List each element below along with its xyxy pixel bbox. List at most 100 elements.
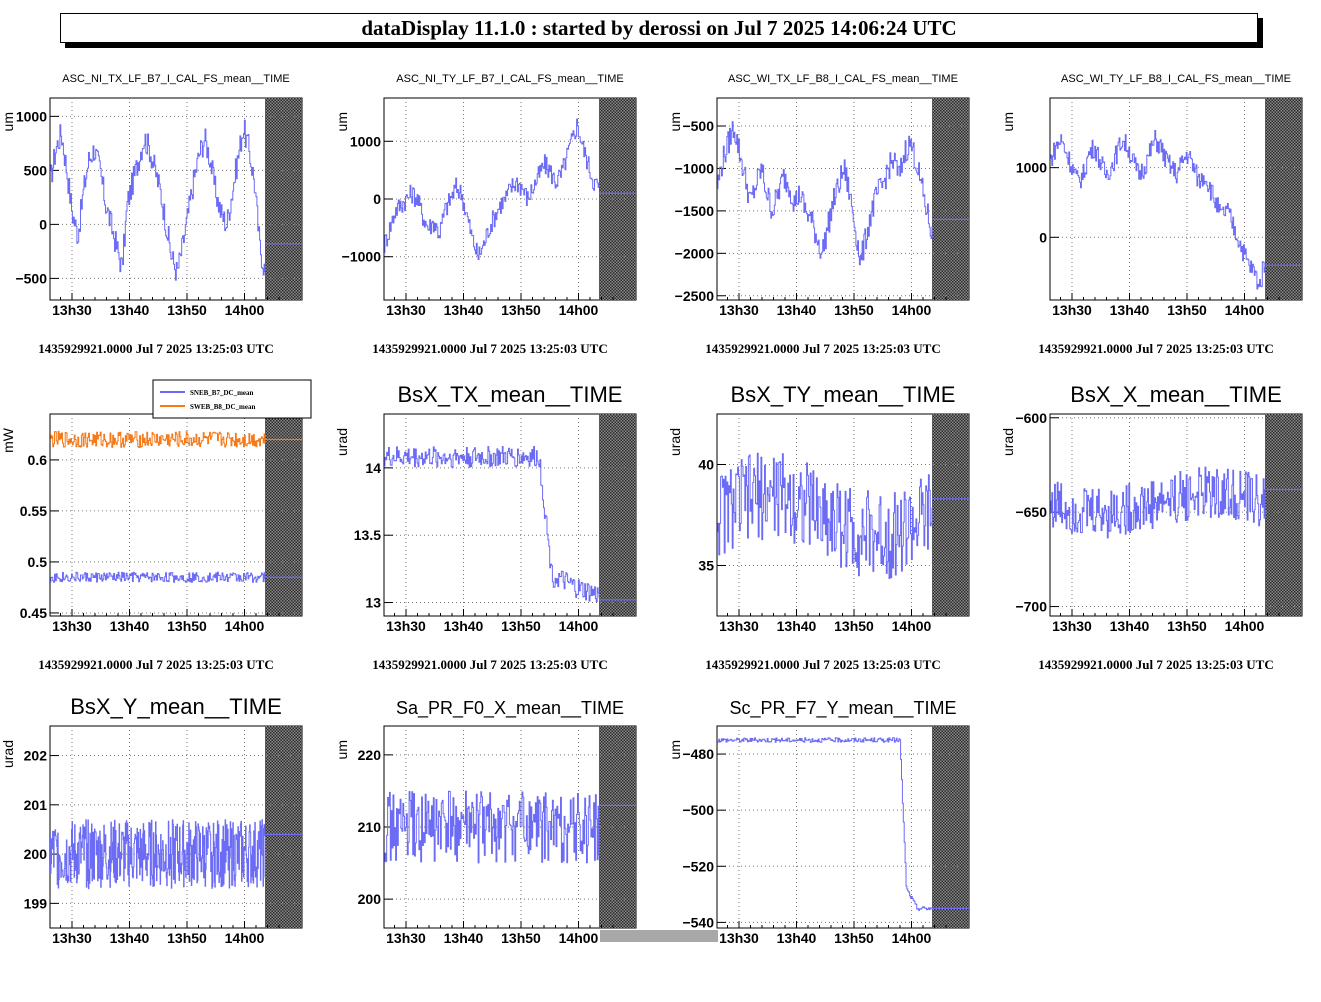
chart-3: ASC_WI_TX_LF_B8_I_CAL_FS_mean__TIME 13h30… xyxy=(667,73,970,356)
x-tick-label: 14h00 xyxy=(559,930,599,946)
y-tick-label: −1000 xyxy=(675,160,715,176)
chart-title: Sa_PR_F0_X_mean__TIME xyxy=(396,698,624,719)
horizontal-scrollbar[interactable] xyxy=(600,930,718,942)
series-line xyxy=(384,790,600,864)
series-line xyxy=(1050,466,1266,539)
y-axis-label: um xyxy=(334,112,350,131)
no-data-region xyxy=(1265,98,1302,300)
chart-footer: 1435929921.0000 Jul 7 2025 13:25:03 UTC xyxy=(1038,341,1273,356)
x-tick-label: 13h30 xyxy=(52,618,92,634)
chart-title: Sc_PR_F7_Y_mean__TIME xyxy=(729,698,956,719)
legend-entry: SWEB_B8_DC_mean xyxy=(190,403,255,411)
y-tick-label: −500 xyxy=(682,118,714,134)
chart-footer: 1435929921.0000 Jul 7 2025 13:25:03 UTC xyxy=(38,657,273,672)
no-data-region xyxy=(932,726,969,928)
y-tick-label: 200 xyxy=(24,846,48,862)
display-title: dataDisplay 11.1.0 : started by derossi … xyxy=(361,16,957,40)
chart-title: ASC_NI_TX_LF_B7_I_CAL_FS_mean__TIME xyxy=(62,73,289,85)
y-tick-label: −540 xyxy=(682,914,714,930)
x-tick-label: 13h40 xyxy=(1110,302,1150,318)
no-data-region xyxy=(265,414,302,616)
y-tick-label: −1000 xyxy=(342,249,382,265)
y-tick-label: 0 xyxy=(39,216,47,232)
y-tick-label: 0.55 xyxy=(20,503,47,519)
x-tick-label: 14h00 xyxy=(225,618,265,634)
series-line xyxy=(50,571,266,583)
series-line xyxy=(717,121,933,266)
y-tick-label: 40 xyxy=(698,457,714,473)
y-tick-label: 1000 xyxy=(350,133,381,149)
y-tick-label: 13.5 xyxy=(354,527,381,543)
x-tick-label: 13h50 xyxy=(501,930,541,946)
y-tick-label: −600 xyxy=(1015,410,1047,426)
y-tick-label: −2500 xyxy=(675,288,715,304)
chart-title: BsX_TY_mean__TIME xyxy=(731,382,956,407)
chart-footer: 1435929921.0000 Jul 7 2025 13:25:03 UTC xyxy=(1038,657,1273,672)
x-tick-label: 13h30 xyxy=(719,618,759,634)
x-tick-label: 13h40 xyxy=(444,930,484,946)
x-tick-label: 13h30 xyxy=(1052,302,1092,318)
y-axis-label: um xyxy=(1000,112,1016,131)
y-tick-label: 35 xyxy=(698,558,714,574)
y-axis-label: um xyxy=(667,740,683,759)
chart-5: 13h30 13h40 13h50 14h00 0.45 0.5 0.55 0.6 mW SNEB… xyxy=(0,379,312,672)
series-line xyxy=(717,737,933,911)
y-axis-label: urad xyxy=(334,428,350,456)
x-tick-label: 14h00 xyxy=(559,302,599,318)
x-tick-label: 13h50 xyxy=(167,618,207,634)
chart-9: BsX_Y_mean__TIME 13h30 13h40 13h50 14h00 199 2… xyxy=(0,694,303,946)
y-tick-label: −700 xyxy=(1015,599,1047,615)
y-tick-label: −500 xyxy=(15,270,47,286)
y-tick-label: −480 xyxy=(682,746,714,762)
chart-7: BsX_TY_mean__TIME 13h30 13h40 13h50 14h00 35 4… xyxy=(667,382,970,672)
x-tick-label: 13h40 xyxy=(777,302,817,318)
x-tick-label: 13h30 xyxy=(386,618,426,634)
x-tick-label: 14h00 xyxy=(225,302,265,318)
no-data-region xyxy=(265,726,302,928)
chart-footer: 1435929921.0000 Jul 7 2025 13:25:03 UTC xyxy=(372,341,607,356)
y-tick-label: 1000 xyxy=(1016,160,1047,176)
series-line xyxy=(50,119,266,281)
chart-title: BsX_TX_mean__TIME xyxy=(398,382,623,407)
x-tick-label: 13h50 xyxy=(167,302,207,318)
x-tick-label: 13h30 xyxy=(1052,618,1092,634)
chart-footer: 1435929921.0000 Jul 7 2025 13:25:03 UTC xyxy=(38,341,273,356)
chart-title: ASC_WI_TX_LF_B8_I_CAL_FS_mean__TIME xyxy=(728,73,958,85)
x-tick-label: 13h50 xyxy=(834,618,874,634)
x-tick-label: 14h00 xyxy=(892,618,932,634)
chart-4: ASC_WI_TY_LF_B8_I_CAL_FS_mean__TIME 13h30… xyxy=(1000,73,1303,356)
y-tick-label: 0.5 xyxy=(28,554,48,570)
series-line xyxy=(50,430,266,448)
chart-legend: SNEB_B7_DC_mean SWEB_B8_DC_mean xyxy=(152,379,312,419)
x-tick-label: 13h30 xyxy=(52,930,92,946)
x-tick-label: 14h00 xyxy=(1225,302,1265,318)
series-line xyxy=(384,446,600,603)
x-tick-label: 13h50 xyxy=(834,302,874,318)
y-tick-label: 0 xyxy=(1039,229,1047,245)
no-data-region xyxy=(599,98,636,300)
x-tick-label: 13h50 xyxy=(501,302,541,318)
y-axis-label: um xyxy=(334,740,350,759)
y-axis-label: um xyxy=(0,112,16,131)
x-tick-label: 13h40 xyxy=(110,618,150,634)
y-tick-label: −500 xyxy=(682,802,714,818)
x-tick-label: 13h40 xyxy=(777,618,817,634)
chart-10: Sa_PR_F0_X_mean__TIME 13h30 13h40 13h50 14h0… xyxy=(334,698,637,946)
x-tick-label: 13h40 xyxy=(110,930,150,946)
y-tick-label: 1000 xyxy=(16,108,47,124)
y-axis-label: mW xyxy=(0,427,16,453)
no-data-region xyxy=(265,98,302,300)
y-axis-label: urad xyxy=(1000,428,1016,456)
chart-footer: 1435929921.0000 Jul 7 2025 13:25:03 UTC xyxy=(372,657,607,672)
x-tick-label: 13h30 xyxy=(386,302,426,318)
chart-1: ASC_NI_TX_LF_B7_I_CAL_FS_mean__TIME 13h30… xyxy=(0,73,303,356)
y-tick-label: 200 xyxy=(358,891,382,907)
y-tick-label: −2000 xyxy=(675,245,715,261)
legend-entry: SNEB_B7_DC_mean xyxy=(190,389,254,397)
y-tick-label: 13 xyxy=(365,595,381,611)
series-line xyxy=(50,819,266,890)
x-tick-label: 14h00 xyxy=(892,302,932,318)
x-tick-label: 14h00 xyxy=(892,930,932,946)
x-tick-label: 13h50 xyxy=(501,618,541,634)
no-data-region xyxy=(932,414,969,616)
